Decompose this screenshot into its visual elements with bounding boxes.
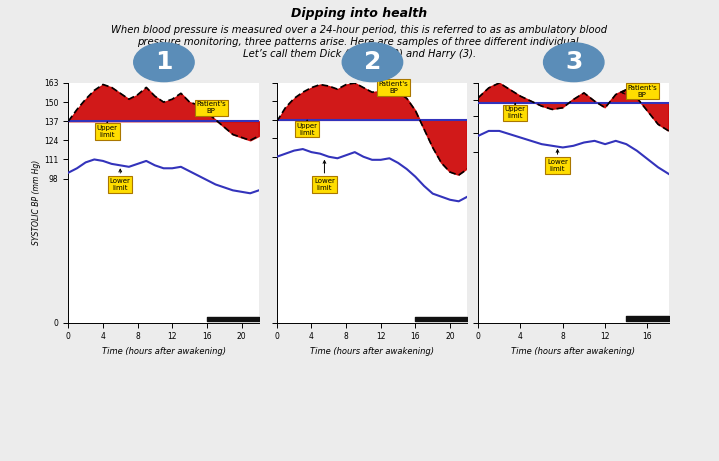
Text: Patient's
BP: Patient's BP <box>622 85 657 98</box>
Text: Dipping into health: Dipping into health <box>291 7 428 20</box>
Text: Upper
limit: Upper limit <box>505 104 526 119</box>
X-axis label: Time (hours after awakening): Time (hours after awakening) <box>310 347 434 356</box>
Text: Lower
limit: Lower limit <box>547 150 568 172</box>
X-axis label: Time (hours after awakening): Time (hours after awakening) <box>101 347 226 356</box>
Text: Patient's
BP: Patient's BP <box>196 101 226 114</box>
Text: Lower
limit: Lower limit <box>314 160 335 191</box>
Text: 1: 1 <box>155 50 173 74</box>
Text: Upper
limit: Upper limit <box>297 120 318 136</box>
Text: 3: 3 <box>565 50 582 74</box>
Text: 2: 2 <box>364 50 381 74</box>
Text: Lower
limit: Lower limit <box>110 169 131 191</box>
Text: When blood pressure is measured over a 24-hour period, this is referred to as as: When blood pressure is measured over a 2… <box>111 25 608 59</box>
Text: Patient's
BP: Patient's BP <box>379 81 408 94</box>
Text: Upper
limit: Upper limit <box>97 122 118 138</box>
Y-axis label: SYSTOLIC BP (mm Hg): SYSTOLIC BP (mm Hg) <box>32 160 41 245</box>
X-axis label: Time (hours after awakening): Time (hours after awakening) <box>511 347 636 356</box>
